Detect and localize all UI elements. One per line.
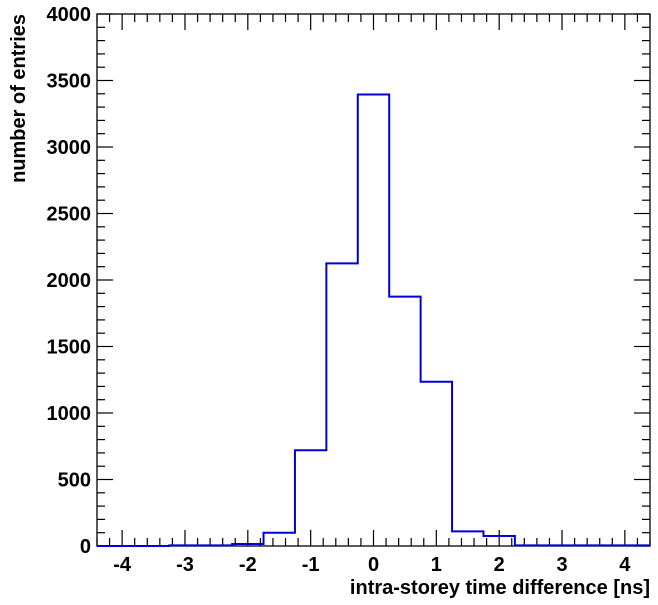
x-tick-label: 3 (556, 554, 567, 576)
x-tick-label: 4 (619, 554, 631, 576)
y-tick-label: 2500 (47, 204, 92, 226)
y-axis-title: number of entries (8, 14, 30, 183)
x-tick-label: -3 (176, 554, 194, 576)
y-axis-ticks (97, 13, 650, 547)
y-tick-label: 4000 (47, 4, 92, 26)
y-tick-label: 1500 (47, 337, 92, 359)
x-tick-label: 1 (431, 554, 442, 576)
x-tick-label: -2 (239, 554, 257, 576)
x-tick-label: -4 (113, 554, 132, 576)
y-tick-label: 3500 (47, 71, 92, 93)
y-tick-label: 3000 (47, 137, 92, 159)
x-tick-label: 2 (494, 554, 505, 576)
histogram-series (97, 93, 650, 547)
y-tick-label: 500 (58, 470, 91, 492)
x-tick-label: -1 (302, 554, 320, 576)
x-tick-label: 0 (368, 554, 379, 576)
x-axis-tick-labels: -4 -3 -2 -1 0 1 2 3 4 (113, 554, 631, 576)
x-axis-ticks (96, 14, 651, 546)
y-tick-label: 0 (80, 536, 91, 558)
y-tick-label: 2000 (47, 270, 92, 292)
y-axis-tick-labels: 0 500 1000 1500 2000 2500 3000 3500 4000 (47, 4, 92, 558)
x-axis-title: intra-storey time difference [ns] (350, 577, 650, 599)
y-tick-label: 1000 (47, 403, 92, 425)
